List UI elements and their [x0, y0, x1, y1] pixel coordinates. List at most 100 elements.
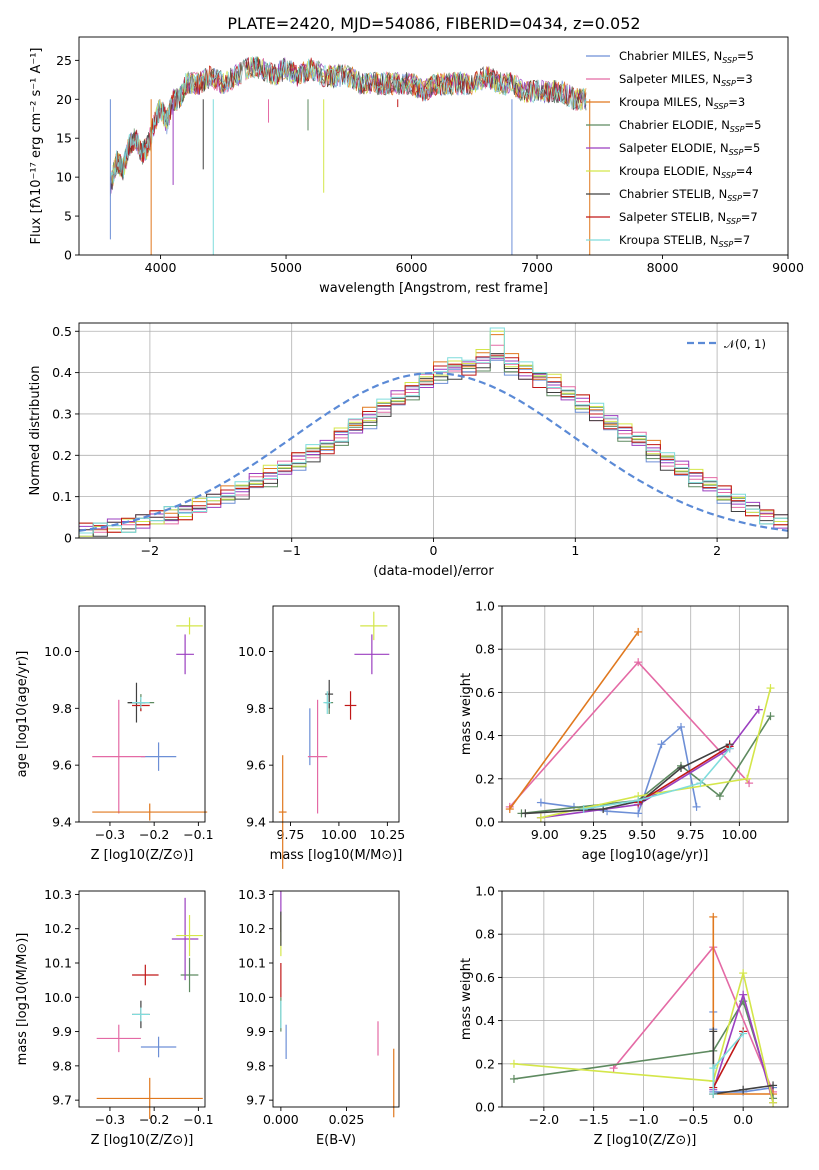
- y-axis-label: Normed distribution: [28, 366, 43, 496]
- mass-weight-line-4: [540, 709, 760, 819]
- y-tick-label: 0.4: [52, 365, 72, 380]
- errorbar-point-8: [132, 1007, 150, 1022]
- y-tick-label: 9.7: [52, 1093, 72, 1108]
- y-tick-label: 10.2: [238, 921, 266, 936]
- histogram-step-7: [79, 354, 788, 533]
- y-tick-label: 0.2: [475, 771, 495, 786]
- mass-weight-line-5: [540, 687, 772, 819]
- mass-weight-marker: [709, 912, 718, 921]
- mass-weight-line-6: [712, 1031, 774, 1095]
- mass-weight-marker: [715, 792, 724, 801]
- x-tick-label: −0.3: [95, 827, 125, 842]
- errorbar-point-0: [140, 742, 177, 771]
- y-tick-label: 10.0: [238, 990, 266, 1005]
- mass-weight-marker: [536, 798, 545, 807]
- y-tick-label: 9.9: [52, 1024, 72, 1039]
- x-tick-label: 9.00: [531, 827, 559, 842]
- legend-label: 𝒩(0, 1): [724, 337, 766, 351]
- y-tick-label: 10.1: [44, 956, 72, 971]
- mass-weight-marker: [657, 740, 666, 749]
- y-tick-label: 0: [64, 248, 72, 263]
- axes-frame: [78, 36, 789, 256]
- y-tick-label: 10.3: [238, 887, 266, 902]
- y-tick-label: 0.8: [475, 927, 495, 942]
- mass-weight-marker: [509, 1074, 518, 1083]
- axes-frame: [501, 890, 789, 1108]
- x-axis-label: Z [log10(Z/Z⊙)]: [91, 1133, 194, 1148]
- errorbar-point-8: [323, 691, 332, 714]
- y-axis-label: mass weight: [459, 958, 474, 1040]
- x-tick-label: −0.1: [183, 1112, 213, 1127]
- mass-weight-marker: [579, 805, 588, 814]
- x-tick-label: 0: [430, 543, 438, 558]
- y-tick-label: 1.0: [475, 599, 495, 614]
- mass-weight-marker: [766, 684, 775, 693]
- y-tick-label: 0.6: [475, 685, 495, 700]
- mass-weight-line-8: [583, 748, 731, 810]
- x-tick-label: 10.25: [369, 827, 405, 842]
- errorbar-point-5: [360, 611, 388, 641]
- mass-weight-marker: [692, 802, 701, 811]
- y-tick-label: 25: [56, 53, 72, 68]
- x-axis-label: E(B-V): [316, 1133, 356, 1148]
- y-tick-label: 9.7: [246, 1093, 266, 1108]
- errorbar-point-2: [92, 803, 208, 821]
- mass-weight-line-7: [637, 745, 731, 804]
- errorbar-point-2: [96, 1077, 203, 1119]
- x-axis-label: mass [log10(M/M⊙)]: [270, 848, 403, 863]
- y-axis-label: Flux [fλ10⁻¹⁷ erg cm⁻² s⁻¹ A⁻¹]: [29, 48, 44, 245]
- x-tick-label: 7000: [521, 260, 553, 275]
- spectrum-line-6: [110, 56, 587, 191]
- y-tick-label: 5: [64, 209, 72, 224]
- x-tick-label: −0.3: [95, 1112, 125, 1127]
- panel-age_vs_mass: [269, 651, 388, 826]
- y-tick-label: 10.1: [238, 956, 266, 971]
- legend-label: Kroupa MILES, NSSP=3: [619, 95, 745, 111]
- y-tick-label: 9.4: [246, 815, 266, 830]
- x-tick-label: −0.2: [139, 1112, 169, 1127]
- y-tick-label: 10.0: [238, 644, 266, 659]
- x-tick-label: 0.025: [329, 1112, 365, 1127]
- errorbar-point-7: [132, 964, 159, 986]
- errorbar-point-0: [140, 1036, 177, 1058]
- y-tick-label: 1.0: [475, 884, 495, 899]
- x-axis-label: wavelength [Angstrom, rest frame]: [319, 281, 548, 296]
- y-tick-label: 0.6: [475, 970, 495, 985]
- x-tick-label: −0.2: [139, 827, 169, 842]
- y-tick-label: 10: [56, 170, 72, 185]
- x-tick-label: 0.000: [263, 1112, 299, 1127]
- x-axis-label: age [log10(age/yr)]: [582, 848, 709, 863]
- x-tick-label: 9.25: [580, 827, 608, 842]
- legend-label: Chabrier ELODIE, NSSP=5: [619, 118, 761, 134]
- y-tick-label: 0.2: [475, 1056, 495, 1071]
- y-tick-label: 9.6: [246, 758, 266, 773]
- mass-weight-marker: [739, 969, 748, 978]
- errorbar-point-4: [354, 634, 390, 675]
- y-tick-label: 0.4: [475, 1013, 495, 1028]
- errorbar-point-5: [176, 617, 203, 635]
- legend-label: Kroupa STELIB, NSSP=7: [619, 233, 750, 249]
- mass-weight-line-5: [513, 972, 774, 1103]
- axes-frame: [78, 322, 789, 539]
- mass-weight-marker: [634, 658, 643, 667]
- x-tick-label: −1.5: [578, 1112, 608, 1127]
- gaussian-curve: [78, 371, 789, 532]
- y-tick-label: 10.0: [44, 990, 72, 1005]
- x-tick-label: 10.00: [321, 827, 357, 842]
- errorbar-point-8: [132, 696, 150, 709]
- panel-mass_vs_ebv: [269, 893, 347, 1111]
- panel-age_vs_Z: [75, 651, 199, 826]
- axes-frame: [272, 890, 400, 1108]
- mass-weight-marker: [754, 705, 763, 714]
- y-tick-label: 9.8: [52, 1058, 72, 1073]
- mass-weight-marker: [676, 722, 685, 731]
- mass-weight-marker: [676, 764, 685, 772]
- y-tick-label: 0.5: [52, 324, 72, 339]
- spectrum-line-8: [110, 55, 587, 184]
- y-tick-label: 15: [56, 131, 72, 146]
- x-tick-label: 0.0: [733, 1112, 753, 1127]
- errorbar-point-7: [344, 691, 357, 720]
- y-tick-label: 10.3: [44, 887, 72, 902]
- panel-mass_vs_Z: [75, 893, 199, 1111]
- y-tick-label: 0.0: [475, 815, 495, 830]
